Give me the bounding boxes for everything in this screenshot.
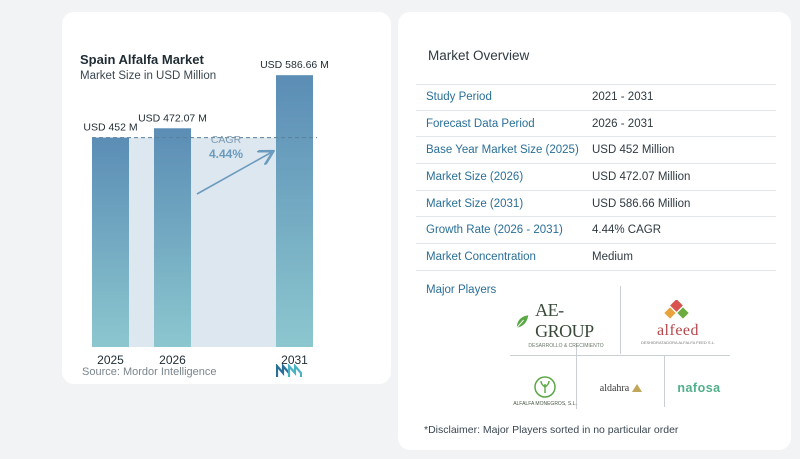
ae-group-tagline: DESARROLLO & CRECIMIENTO <box>528 342 604 349</box>
bar-2025 <box>92 137 129 347</box>
nafosa-name: nafosa <box>677 381 721 395</box>
cagr-shade-region <box>129 137 276 347</box>
row-value: USD 452 Million <box>592 144 675 157</box>
ae-group-name: AE-GROUP <box>535 299 594 341</box>
row-label: Forecast Data Period <box>426 117 535 130</box>
overview-row: Base Year Market Size (2025) USD 452 Mil… <box>416 137 776 165</box>
row-label: Market Concentration <box>426 250 536 263</box>
ae-group-logo: AE-GROUP DESARROLLO & CRECIMIENTO <box>514 299 618 349</box>
alfalfa-monegros-logo: ALFALFA MONEGROS, S.L. <box>513 368 577 414</box>
row-label: Growth Rate (2026 - 2031) <box>426 224 563 237</box>
mordor-intelligence-logo <box>276 364 302 377</box>
row-value: 2026 - 2031 <box>592 117 654 130</box>
overview-row: Market Size (2026) USD 472.07 Million <box>416 164 776 191</box>
overview-row: Study Period 2021 - 2031 <box>416 84 776 111</box>
overview-row: Market Size (2031) USD 586.66 Million <box>416 191 776 218</box>
grid-divider <box>620 286 621 354</box>
grid-divider <box>664 355 665 407</box>
row-value: 2021 - 2031 <box>592 91 654 104</box>
row-value: USD 586.66 Million <box>592 197 691 210</box>
x-tick-label-2025: 2025 <box>97 353 124 367</box>
cagr-value: 4.44% <box>209 147 243 161</box>
data-label-2025: USD 452 M <box>83 122 137 134</box>
major-players-title: Major Players <box>426 284 497 296</box>
alfeed-diamond-icon <box>664 299 689 319</box>
grid-divider <box>510 355 730 356</box>
cagr-arrow <box>196 152 272 195</box>
x-tick-label-2026: 2026 <box>159 353 186 367</box>
alfeed-name: alfeed <box>656 321 700 339</box>
row-label: Base Year Market Size (2025) <box>426 144 579 157</box>
data-label-2026: USD 472.07 M <box>138 112 207 124</box>
row-label: Market Size (2031) <box>426 197 524 210</box>
aldahra-logo: aldahra <box>578 368 664 408</box>
alfeed-logo: alfeed DESHIDRATADORA ALFALFA FEED S.L. <box>628 294 728 350</box>
bar-2026 <box>154 128 191 347</box>
chart-title: Spain Alfalfa Market <box>80 52 204 67</box>
alfalfa-monegros-emblem-icon <box>534 375 556 398</box>
row-label: Study Period <box>426 91 492 104</box>
overview-card: Market Overview Study Period 2021 - 2031… <box>398 12 791 450</box>
chart-card: Spain Alfalfa Market Market Size in USD … <box>62 12 391 384</box>
row-value: 4.44% CAGR <box>592 224 662 237</box>
chart-subtitle: Market Size in USD Million <box>80 70 217 82</box>
overview-table: Study Period 2021 - 2031 Forecast Data P… <box>416 84 776 271</box>
row-label: Market Size (2026) <box>426 170 524 183</box>
alfeed-tagline: DESHIDRATADORA ALFALFA FEED S.L. <box>640 339 716 345</box>
aldahra-mark-icon <box>632 384 643 392</box>
row-value: USD 472.07 Million <box>592 170 691 183</box>
row-value: Medium <box>592 250 633 263</box>
overview-row: Market Concentration Medium <box>416 244 776 271</box>
alfalfa-monegros-name: ALFALFA MONEGROS, S.L. <box>513 400 577 407</box>
overview-title: Market Overview <box>428 48 530 63</box>
data-label-2031: USD 586.66 M <box>260 59 329 71</box>
leaf-icon <box>516 314 529 328</box>
bar-2031 <box>276 75 313 348</box>
bar-chart: USD 452 M 2025 USD 472.07 M 2026 USD 586.66 … <box>83 59 329 367</box>
overview-row: Forecast Data Period 2026 - 2031 <box>416 111 776 138</box>
source-text: Source: Mordor Intelligence <box>82 366 217 378</box>
disclaimer-text: *Disclaimer: Major Players sorted in no … <box>424 424 679 436</box>
aldahra-name: aldahra <box>599 382 630 394</box>
grid-divider <box>576 343 577 409</box>
nafosa-logo: nafosa <box>666 368 732 408</box>
cagr-label: CAGR <box>211 134 242 146</box>
overview-row: Growth Rate (2026 - 2031) 4.44% CAGR <box>416 217 776 245</box>
